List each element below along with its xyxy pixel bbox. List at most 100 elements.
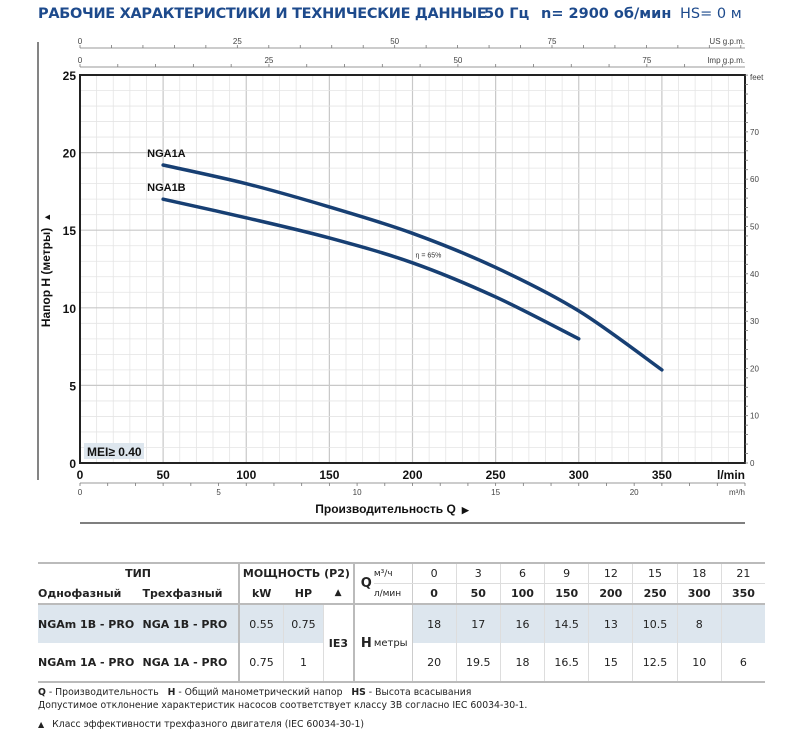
h-label: H — [353, 604, 374, 682]
y-axis-label: Напор H (метры) ▲ — [39, 213, 53, 327]
feet-tick-label: 70 — [750, 128, 759, 137]
head-value-cells: 20 19.5 18 16.5 15 12.5 10 6 — [413, 643, 765, 681]
head-value: 20 — [413, 643, 457, 681]
single-phase-header: Однофазный — [38, 586, 122, 600]
head-value: 16 — [501, 605, 546, 643]
y-axis-label-text: Напор H (метры) — [39, 228, 53, 327]
frequency-label: 50 Гц — [484, 6, 530, 22]
q-m3h-value: 3 — [457, 564, 501, 583]
power-kw: 0.75 — [239, 643, 284, 682]
x-tick-label: 100 — [236, 468, 256, 482]
kw-header: kW — [251, 586, 272, 600]
three-phase-model: NGA 1A - PRO — [138, 643, 241, 682]
three-phase-model: NGA 1B - PRO — [138, 604, 241, 643]
head-value: 10.5 — [633, 605, 678, 643]
feet-tick-label: 30 — [750, 317, 759, 326]
feet-tick-label: 10 — [750, 412, 759, 421]
mei-badge-bg — [84, 443, 144, 459]
m3h-tick-label: 10 — [353, 488, 362, 497]
y-tick-label: 15 — [63, 224, 77, 238]
feet-tick-label: 40 — [750, 270, 759, 279]
tolerance-note: Допустимое отклонение характеристик насо… — [38, 700, 528, 711]
head-value: 18 — [501, 643, 546, 681]
curve-label-nga1a: NGA1A — [147, 148, 186, 160]
ie-note-line: ▲ Класс эффективности трехфазного двигате… — [38, 718, 527, 731]
q-abbr: Q — [38, 687, 46, 698]
h-unit: метры — [373, 604, 413, 682]
x-tick-label: 50 — [156, 468, 170, 482]
q-m3h-unit: м³/ч — [373, 563, 413, 584]
curve-label-nga1b: NGA1B — [147, 182, 186, 194]
hs-abbr: HS — [351, 687, 366, 698]
legend-line: Q - Производительность H - Общий маномет… — [38, 686, 527, 699]
q-lmin-value: 200 — [589, 584, 634, 603]
y-tick-label: 5 — [69, 379, 76, 393]
y-axis-arrow-icon: ▲ — [42, 213, 52, 222]
power-header: МОЩНОСТЬ (P2) — [239, 563, 355, 584]
feet-tick-label: 50 — [750, 222, 759, 231]
spec-table: ТИП МОЩНОСТЬ (P2) Q м³/ч 0 3 6 9 12 15 18 21 Од… — [38, 562, 765, 683]
q-lmin-value: 100 — [501, 584, 546, 603]
q-lmin-value: 0 — [413, 584, 457, 603]
head-value: 15 — [589, 643, 634, 681]
us-gpm-tick-label: 50 — [390, 37, 399, 46]
q-m3h-value: 6 — [501, 564, 546, 583]
h-row-1b: 18 17 16 14.5 13 10.5 8 — [412, 604, 765, 643]
head-value: 14.5 — [545, 605, 590, 643]
y-tick-label: 10 — [63, 302, 77, 316]
y-tick-label: 20 — [63, 147, 77, 161]
x-tick-label: 250 — [486, 468, 506, 482]
q-m3h-value-cells: 0 3 6 9 12 15 18 21 — [413, 564, 765, 583]
triangle-icon: ▲ — [38, 720, 45, 729]
footnotes: Q - Производительность H - Общий маномет… — [38, 686, 527, 731]
power-kw: 0.55 — [239, 604, 284, 643]
suction-label: HS= 0 м — [680, 6, 742, 22]
q-lmin-value: 250 — [633, 584, 678, 603]
table-row: NGAm 1B - PRO NGA 1B - PRO 0.55 0.75 IE3… — [38, 604, 765, 682]
efficiency-annotation: η = 65% — [416, 253, 442, 260]
feet-tick-label: 60 — [750, 175, 759, 184]
q-m3h-value: 12 — [589, 564, 634, 583]
hs-text: - Высота всасывания — [365, 687, 472, 698]
ie-marker-icon: ▲ — [323, 583, 355, 604]
feet-tick-label: 0 — [750, 459, 755, 468]
head-value-cells: 18 17 16 14.5 13 10.5 8 — [413, 605, 765, 643]
power-hp: 0.75 — [283, 604, 325, 643]
imp-gpm-tick-label: 75 — [642, 56, 651, 65]
q-m3h-value: 0 — [413, 564, 457, 583]
m3h-tick-label: 20 — [630, 488, 639, 497]
hp-header: HP — [294, 586, 313, 600]
ie-class: IE3 — [323, 604, 355, 682]
x-tick-label: 150 — [319, 468, 339, 482]
imp-gpm-unit-label: Imp g.p.m. — [707, 56, 745, 65]
q-lmin-value: 350 — [731, 587, 755, 600]
head-value: 6 — [739, 655, 747, 669]
h-abbr: H — [167, 687, 176, 698]
x-axis-label-text: Производительность Q — [315, 502, 456, 516]
m3h-tick-label: 0 — [78, 488, 83, 497]
three-phase-header: Трехфазный — [138, 583, 241, 604]
head-value: 16.5 — [545, 643, 590, 681]
imp-gpm-tick-label: 50 — [453, 56, 462, 65]
feet-tick-label: 20 — [750, 364, 759, 373]
m3h-tick-label: 15 — [491, 488, 500, 497]
q-text: - Производительность — [45, 687, 159, 698]
us-gpm-tick-label: 75 — [548, 37, 557, 46]
power-hp: 1 — [283, 643, 325, 682]
head-value: 19.5 — [457, 643, 501, 681]
x-tick-label: 300 — [569, 468, 589, 482]
head-value — [722, 605, 765, 643]
x-axis-arrow-icon: ▶ — [461, 505, 470, 515]
single-phase-model: NGAm 1B - PRO — [38, 617, 135, 631]
imp-gpm-tick-label: 0 — [78, 56, 83, 65]
head-value: 17 — [457, 605, 501, 643]
q-m3h-value: 21 — [736, 567, 751, 580]
head-value: 18 — [413, 605, 457, 643]
q-header: Q — [360, 576, 372, 591]
q-m3h-row: 0 3 6 9 12 15 18 21 — [412, 563, 765, 584]
ie-note: Класс эффективности трехфазного двигател… — [52, 719, 365, 730]
curve-nga1a — [161, 163, 664, 372]
q-m3h-value: 18 — [678, 564, 722, 583]
feet-unit-label: feet — [750, 73, 764, 82]
